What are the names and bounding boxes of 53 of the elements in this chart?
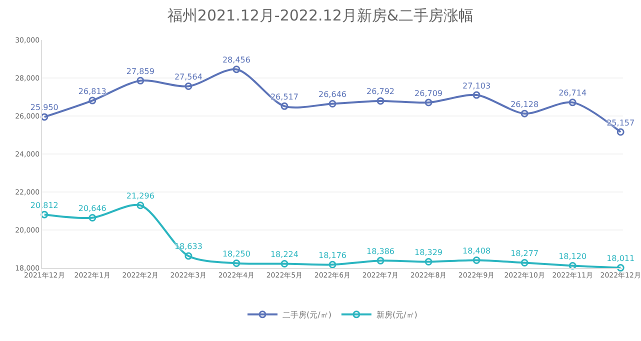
point <box>472 256 480 264</box>
point <box>424 98 432 106</box>
legend-label: 二手房(元/㎡) <box>282 310 332 320</box>
point <box>568 98 576 106</box>
point <box>328 100 336 108</box>
point <box>280 102 288 110</box>
point <box>280 260 288 268</box>
point <box>136 202 144 210</box>
point <box>88 96 96 104</box>
data-label: 25,950 <box>30 103 58 112</box>
data-label: 20,646 <box>78 204 106 213</box>
data-label: 26,517 <box>270 92 298 102</box>
point <box>88 214 96 222</box>
data-label: 18,408 <box>462 246 491 256</box>
data-label: 27,564 <box>174 72 202 82</box>
data-label: 26,646 <box>318 90 346 99</box>
point <box>232 260 240 267</box>
point <box>520 258 528 266</box>
point <box>40 210 48 218</box>
point <box>616 128 624 136</box>
point <box>520 110 528 118</box>
point <box>184 82 192 90</box>
data-label: 18,224 <box>270 250 298 259</box>
point <box>568 262 576 270</box>
data-label: 27,103 <box>462 81 491 90</box>
data-label: 21,296 <box>126 192 154 201</box>
data-label: 18,386 <box>366 246 395 256</box>
data-label: 26,128 <box>510 100 539 109</box>
point <box>232 66 240 74</box>
data-label: 18,176 <box>318 250 346 260</box>
data-label: 18,329 <box>414 248 443 257</box>
legend-label: 新房(元/㎡) <box>376 310 418 320</box>
point <box>328 260 336 268</box>
data-label: 28,456 <box>222 56 250 65</box>
point <box>376 256 384 264</box>
data-label: 26,792 <box>366 87 395 96</box>
data-label: 20,812 <box>30 200 58 210</box>
data-label: 26,709 <box>414 88 443 98</box>
data-label: 18,250 <box>222 250 250 258</box>
data-label: 26,714 <box>558 88 587 98</box>
point <box>616 264 624 272</box>
point <box>184 252 192 260</box>
point <box>376 97 384 105</box>
point <box>472 91 480 99</box>
data-label: 18,120 <box>558 252 587 261</box>
data-label: 18,277 <box>510 248 539 258</box>
point <box>40 113 48 121</box>
point <box>424 258 432 266</box>
data-label: 27,859 <box>126 66 154 76</box>
point <box>136 76 144 84</box>
data-label: 18,011 <box>606 254 635 264</box>
chart-title: 福州2021.12月-2022.12月新房&二手房涨幅 <box>167 6 474 25</box>
data-label: 26,813 <box>78 86 106 96</box>
